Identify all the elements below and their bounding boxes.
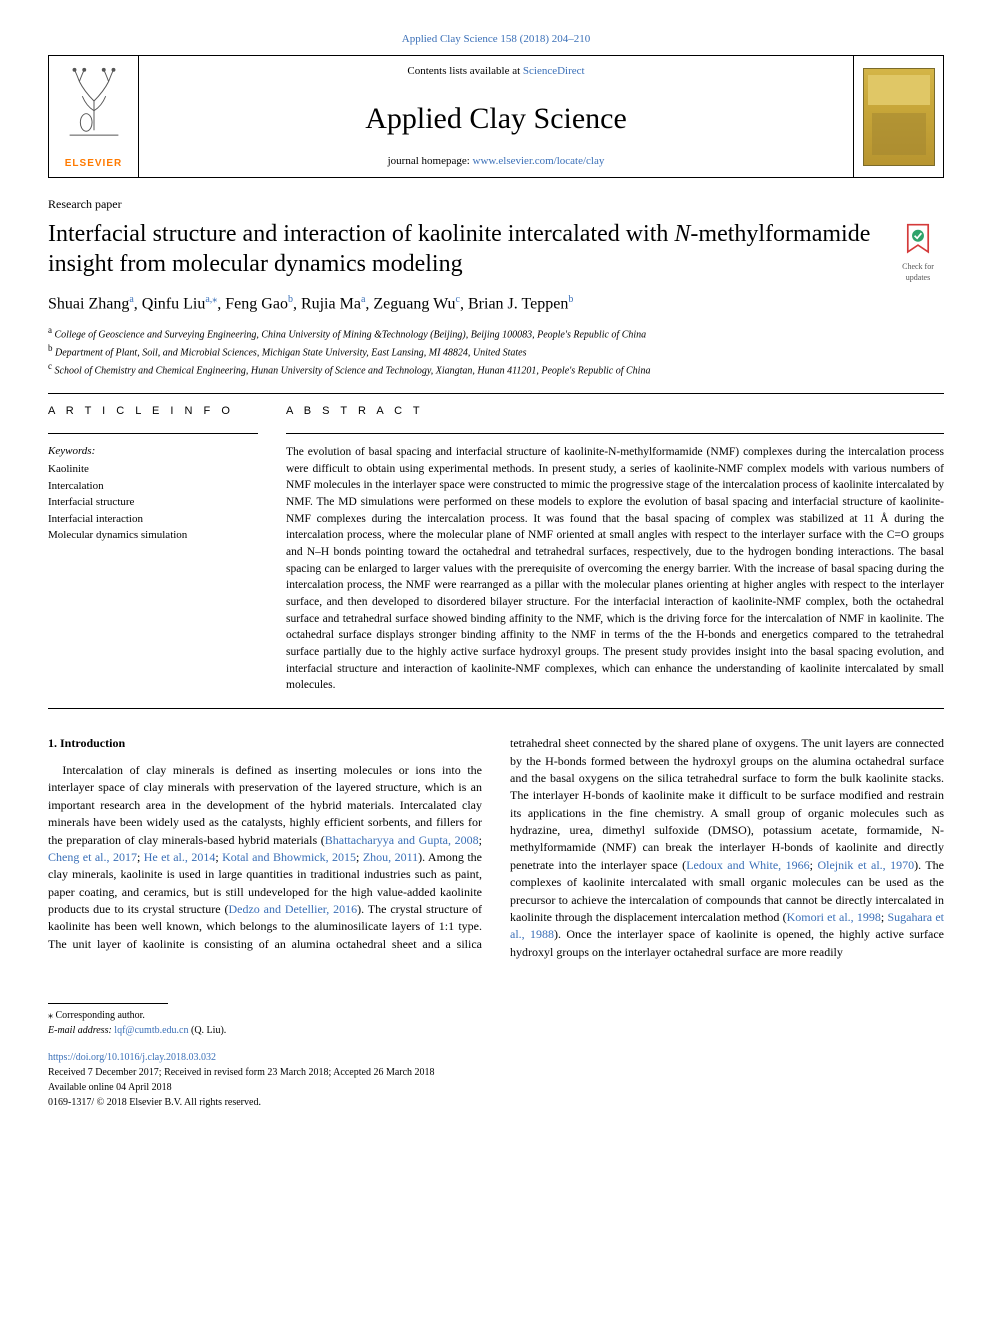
ref-link-7[interactable]: Ledoux and White, 1966 <box>686 858 809 872</box>
author-4-aff[interactable]: a <box>361 294 365 305</box>
ref-link-8[interactable]: Olejnik et al., 1970 <box>817 858 914 872</box>
article-title: Interfacial structure and interaction of… <box>48 219 876 279</box>
section-1-heading: 1. Introduction <box>48 735 482 752</box>
author-1: Shuai Zhang <box>48 295 129 312</box>
ref-link-4[interactable]: Kotal and Bhowmick, 2015 <box>222 850 356 864</box>
keyword-4: Interfacial interaction <box>48 511 258 528</box>
ref-link-9[interactable]: Komori et al., 1998 <box>787 910 881 924</box>
keyword-2: Intercalation <box>48 478 258 495</box>
abstract-inner-rule <box>286 433 944 434</box>
keyword-5: Molecular dynamics simulation <box>48 527 258 544</box>
header-center: Contents lists available at ScienceDirec… <box>139 56 853 177</box>
footer-block: ⁎ Corresponding author. E-mail address: … <box>48 1003 944 1110</box>
email-paren: (Q. Liu). <box>189 1025 227 1036</box>
article-info-column: A R T I C L E I N F O Keywords: Kaolinit… <box>48 404 258 694</box>
author-6-aff[interactable]: b <box>568 294 573 305</box>
info-abstract-row: A R T I C L E I N F O Keywords: Kaolinit… <box>48 404 944 694</box>
abstract-text: The evolution of basal spacing and inter… <box>286 444 944 694</box>
footer-rule <box>48 1003 168 1004</box>
affiliations: a College of Geoscience and Surveying En… <box>48 324 944 379</box>
affiliation-a: a College of Geoscience and Surveying En… <box>48 324 944 342</box>
homepage-link[interactable]: www.elsevier.com/locate/clay <box>473 155 605 167</box>
available-online-line: Available online 04 April 2018 <box>48 1080 944 1095</box>
ref-link-1[interactable]: Bhattacharyya and Gupta, 2008 <box>325 833 479 847</box>
bookmark-check-icon <box>901 223 935 257</box>
affiliation-b-text: Department of Plant, Soil, and Microbial… <box>55 347 527 358</box>
author-2-corr[interactable]: ⁎ <box>212 294 217 305</box>
rule-above-abstract <box>48 393 944 394</box>
corresponding-author-note: ⁎ Corresponding author. <box>48 1008 944 1023</box>
email-link[interactable]: lqf@cumtb.edu.cn <box>114 1025 188 1036</box>
author-4: Rujia Ma <box>301 295 361 312</box>
elsevier-tree-icon <box>63 62 125 140</box>
rule-below-abstract <box>48 708 944 709</box>
ref-link-3[interactable]: He et al., 2014 <box>144 850 216 864</box>
affiliation-c: c School of Chemistry and Chemical Engin… <box>48 360 944 378</box>
p1e: ; <box>356 850 363 864</box>
ref-link-5[interactable]: Zhou, 2011 <box>363 850 418 864</box>
doi-link[interactable]: https://doi.org/10.1016/j.clay.2018.03.0… <box>48 1052 216 1063</box>
article-type: Research paper <box>48 196 944 213</box>
affiliation-a-text: College of Geoscience and Surveying Engi… <box>55 329 647 340</box>
keywords-label: Keywords: <box>48 444 258 459</box>
author-3-aff[interactable]: b <box>288 294 293 305</box>
received-line: Received 7 December 2017; Received in re… <box>48 1065 944 1080</box>
author-list: Shuai Zhanga, Qinfu Liua,⁎, Feng Gaob, R… <box>48 293 944 316</box>
title-part-1: Interfacial structure and interaction of… <box>48 221 674 247</box>
affiliation-c-text: School of Chemistry and Chemical Enginee… <box>55 366 651 377</box>
author-6: Brian J. Teppen <box>468 295 568 312</box>
abstract-column: A B S T R A C T The evolution of basal s… <box>286 404 944 694</box>
running-head: Applied Clay Science 158 (2018) 204–210 <box>48 32 944 47</box>
journal-header-box: ELSEVIER Contents lists available at Sci… <box>48 55 944 178</box>
p1c: ; <box>137 850 144 864</box>
journal-cover-thumbnail <box>863 68 935 166</box>
author-5-aff[interactable]: c <box>456 294 460 305</box>
email-line: E-mail address: lqf@cumtb.edu.cn (Q. Liu… <box>48 1023 944 1038</box>
title-italic-N: N <box>674 221 690 247</box>
keyword-3: Interfacial structure <box>48 494 258 511</box>
publisher-label: ELSEVIER <box>65 157 122 171</box>
contents-prefix: Contents lists available at <box>407 65 522 77</box>
ref-link-2[interactable]: Cheng et al., 2017 <box>48 850 137 864</box>
abstract-heading: A B S T R A C T <box>286 404 944 419</box>
author-2: Qinfu Liu <box>142 295 206 312</box>
info-inner-rule <box>48 433 258 434</box>
affiliation-b: b Department of Plant, Soil, and Microbi… <box>48 342 944 360</box>
author-3: Feng Gao <box>225 295 288 312</box>
sciencedirect-link[interactable]: ScienceDirect <box>523 65 585 77</box>
author-1-aff[interactable]: a <box>129 294 133 305</box>
contents-available-line: Contents lists available at ScienceDirec… <box>407 64 584 79</box>
homepage-line: journal homepage: www.elsevier.com/locat… <box>388 154 605 169</box>
p2e: ). Once the interlayer space of kaolinit… <box>510 927 944 958</box>
publisher-cell: ELSEVIER <box>49 56 139 177</box>
p2a: tetrahedral sheet connected by the share… <box>510 736 944 872</box>
p1b: ; <box>479 833 482 847</box>
email-label: E-mail address: <box>48 1025 114 1036</box>
copyright-line: 0169-1317/ © 2018 Elsevier B.V. All righ… <box>48 1095 944 1110</box>
journal-name: Applied Clay Science <box>365 98 627 140</box>
author-5: Zeguang Wu <box>373 295 455 312</box>
check-updates-badge[interactable]: Check for updates <box>892 223 944 283</box>
article-info-heading: A R T I C L E I N F O <box>48 404 258 419</box>
check-updates-label: Check for updates <box>892 261 944 283</box>
keyword-1: Kaolinite <box>48 461 258 478</box>
cover-cell <box>853 56 943 177</box>
body-two-column: 1. Introduction Intercalation of clay mi… <box>48 735 944 961</box>
ref-link-6[interactable]: Dedzo and Detellier, 2016 <box>228 902 357 916</box>
homepage-prefix: journal homepage: <box>388 155 473 167</box>
intro-paragraph: Intercalation of clay minerals is define… <box>48 735 944 961</box>
